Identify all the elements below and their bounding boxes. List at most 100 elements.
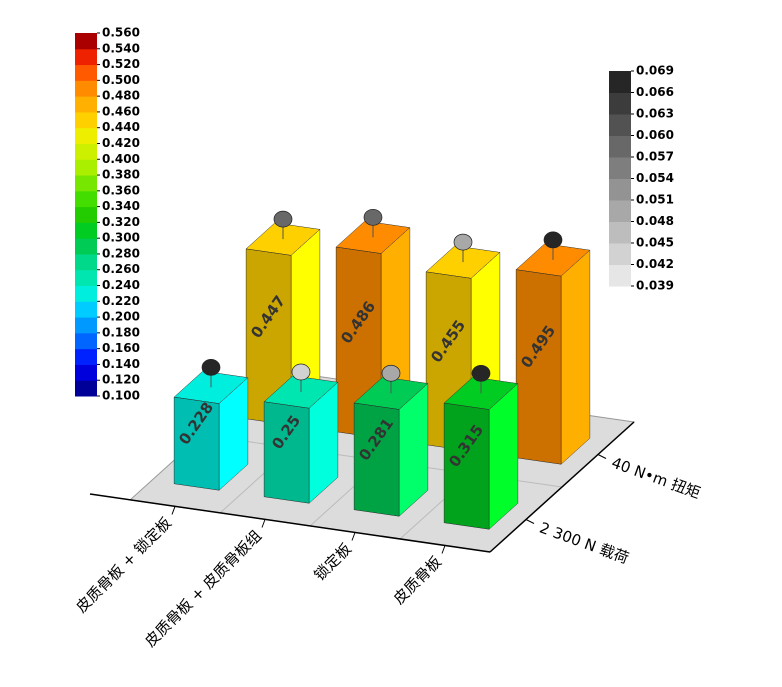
colorbar-segment	[75, 127, 97, 144]
colorbar-label: 0.063	[636, 107, 674, 121]
y-tick	[597, 454, 607, 459]
series-label: 40 N•m 扭矩	[609, 454, 703, 503]
colorbar-label: 0.057	[636, 150, 674, 164]
colorbar-segment	[609, 264, 631, 287]
bar-front	[443, 402, 490, 530]
x-tick-label: 锁定板	[310, 540, 355, 585]
error-sphere	[273, 210, 293, 228]
colorbar-label: 0.069	[636, 64, 674, 78]
bar-front	[173, 396, 220, 491]
bar-group: 0.495	[515, 231, 591, 465]
colorbar-segment	[75, 332, 97, 350]
colorbar-segment	[609, 71, 631, 93]
colorbar-segment	[75, 111, 97, 129]
colorbar-label: 0.540	[102, 41, 140, 55]
colorbar-label: 0.054	[636, 171, 674, 185]
colorbar-label: 0.320	[102, 215, 140, 229]
colorbar-segment	[609, 135, 631, 158]
colorbar-segment	[609, 157, 631, 179]
colorbar-segment	[75, 206, 97, 223]
colorbar-segment	[75, 317, 97, 334]
colorbar-segment	[75, 269, 97, 287]
colorbar-segment	[75, 159, 97, 176]
series-label: 2 300 N 载荷	[537, 519, 631, 568]
colorbar-segment	[75, 143, 97, 160]
colorbar-segment	[75, 175, 97, 192]
error-sphere	[291, 363, 311, 381]
colorbar-label: 0.180	[102, 325, 140, 339]
colorbar-segment	[75, 348, 97, 365]
colorbar-segment	[75, 190, 97, 208]
bar-group: 0.228	[173, 359, 249, 491]
error-sphere	[543, 231, 563, 249]
colorbar-label: 0.120	[102, 373, 140, 387]
colorbar-segment	[75, 253, 97, 271]
colorbar-label: 0.066	[636, 85, 674, 99]
colorbar-segment	[609, 243, 631, 265]
colorbar-label: 0.140	[102, 357, 140, 371]
error-sphere	[453, 233, 473, 251]
colorbar-label: 0.520	[102, 57, 140, 71]
colorbar-label: 0.500	[102, 73, 140, 87]
colorbar-label: 0.480	[102, 89, 140, 103]
colorbar-label: 0.260	[102, 262, 140, 276]
colorbar-segment	[609, 200, 631, 222]
colorbar-segment	[75, 96, 97, 113]
x-tick	[261, 519, 266, 528]
bar-side	[488, 382, 519, 530]
colorbar-label: 0.042	[636, 257, 674, 271]
y-axis	[489, 421, 635, 553]
colorbar-label: 0.100	[102, 389, 140, 403]
colorbar-segment	[75, 222, 97, 239]
colorbar-label: 0.400	[102, 152, 140, 166]
y-tick	[525, 519, 535, 524]
colorbar-label: 0.220	[102, 294, 140, 308]
colorbar-label: 0.200	[102, 310, 140, 324]
bar-group: 0.25	[263, 363, 339, 504]
colorbar-segment	[75, 238, 97, 255]
bar-group: 0.281	[353, 364, 429, 517]
x-tick	[171, 506, 176, 515]
colorbar-segment	[75, 285, 97, 302]
bar-side	[560, 249, 591, 465]
colorbar-segment	[75, 301, 97, 318]
colorbar-segment	[75, 364, 97, 381]
x-axis	[89, 493, 491, 553]
colorbar-segment	[609, 221, 631, 244]
colorbar-label: 0.340	[102, 199, 140, 213]
colorbar-segment	[609, 92, 631, 115]
colorbar-label: 0.460	[102, 104, 140, 118]
colorbar-segment	[75, 80, 97, 97]
colorbar-segment	[75, 33, 97, 50]
bar-front	[353, 402, 400, 517]
bar-group: 0.315	[443, 364, 519, 530]
x-tick	[351, 532, 356, 541]
x-tick	[441, 545, 446, 554]
colorbar-label: 0.160	[102, 341, 140, 355]
colorbar-label: 0.420	[102, 136, 140, 150]
error-sphere	[471, 364, 491, 382]
colorbar-label: 0.560	[102, 26, 140, 40]
error-sphere	[201, 359, 221, 376]
colorbar-segment	[75, 380, 97, 397]
colorbar-label: 0.300	[102, 231, 140, 245]
colorbar-segment	[75, 64, 97, 81]
x-tick-label: 皮质骨板	[390, 553, 445, 608]
colorbar-label: 0.039	[636, 279, 674, 293]
error-sphere	[363, 208, 383, 226]
colorbar-label: 0.240	[102, 278, 140, 292]
colorbar-segment	[609, 114, 631, 136]
bar-front	[263, 401, 310, 504]
colorbar-label: 0.280	[102, 246, 140, 260]
colorbar-segment	[609, 178, 631, 201]
colorbar-label: 0.048	[636, 214, 674, 228]
x-tick-label: 皮质骨板 + 锁定板	[72, 514, 175, 617]
colorbar-label: 0.360	[102, 183, 140, 197]
colorbar-label: 0.440	[102, 120, 140, 134]
colorbar-label: 0.045	[636, 236, 674, 250]
colorbar-label: 0.380	[102, 168, 140, 182]
colorbar-segment	[75, 48, 97, 66]
bar-front	[515, 269, 562, 465]
colorbar-label: 0.060	[636, 128, 674, 142]
